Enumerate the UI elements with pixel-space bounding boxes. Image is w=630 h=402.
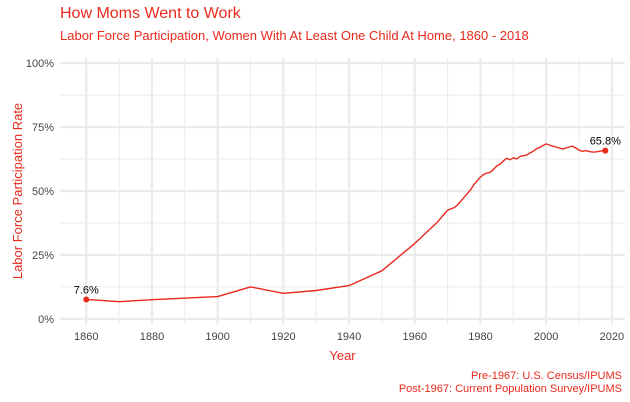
chart-subtitle: Labor Force Participation, Women With At… — [60, 28, 529, 43]
source-caption-pre-1967: Pre-1967: U.S. Census/IPUMS — [470, 370, 622, 382]
chart-title: How Moms Went to Work — [60, 5, 241, 22]
grid-layer — [60, 58, 625, 324]
y-tick-label: 25% — [32, 250, 54, 262]
endpoint-label: 7.6% — [74, 284, 99, 296]
x-tick-label: 1860 — [74, 331, 98, 343]
y-tick-label: 50% — [32, 186, 54, 198]
x-tick-label: 2020 — [600, 331, 624, 343]
x-axis-title: Year — [329, 348, 356, 363]
x-tick-label: 1960 — [403, 331, 427, 343]
point-layer: 7.6% 65.8% — [74, 136, 621, 303]
x-tick-label: 1880 — [140, 331, 164, 343]
tick-layer: 1860 1880 1900 1920 1940 1960 1980 2000 2020 0% 25… — [26, 58, 624, 343]
endpoint-marker — [83, 296, 90, 303]
x-tick-label: 2000 — [534, 331, 558, 343]
x-tick-label: 1980 — [468, 331, 492, 343]
line-layer — [86, 143, 606, 303]
x-tick-label: 1920 — [271, 331, 295, 343]
y-tick-label: 0% — [38, 314, 54, 326]
source-caption-post-1967: Post-1967: Current Population Survey/IPU… — [398, 383, 622, 395]
endpoint-label: 65.8% — [590, 136, 621, 148]
y-tick-label: 100% — [26, 58, 54, 70]
series-line — [86, 143, 606, 303]
y-axis-title: Labor Force Participation Rate — [10, 103, 25, 279]
endpoint-marker — [602, 147, 609, 154]
x-tick-label: 1900 — [205, 331, 229, 343]
y-tick-label: 75% — [32, 122, 54, 134]
x-tick-label: 1940 — [337, 331, 361, 343]
